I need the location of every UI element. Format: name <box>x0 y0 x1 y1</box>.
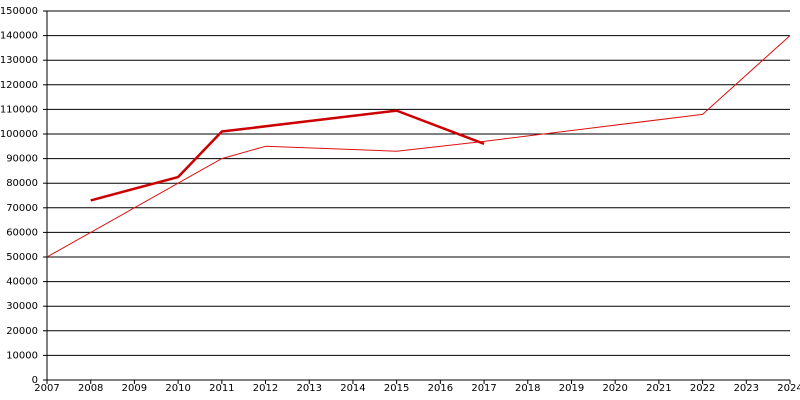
x-tick-label: 2021 <box>646 383 671 394</box>
y-tick-label: 30000 <box>6 301 38 312</box>
y-tick-label: 0 <box>32 375 38 386</box>
x-tick-label: 2011 <box>209 383 234 394</box>
y-tick-label: 20000 <box>6 326 38 337</box>
y-tick-label: 70000 <box>6 203 38 214</box>
x-tick-label: 2016 <box>428 383 453 394</box>
y-tick-label: 100000 <box>0 129 38 140</box>
x-tick-label: 2024 <box>777 383 800 394</box>
x-tick-label: 2017 <box>471 383 496 394</box>
y-tick-label: 60000 <box>6 227 38 238</box>
y-tick-label: 130000 <box>0 55 38 66</box>
x-tick-label: 2013 <box>297 383 322 394</box>
y-tick-label: 80000 <box>6 178 38 189</box>
x-tick-label: 2009 <box>122 383 147 394</box>
y-tick-label: 150000 <box>0 6 38 17</box>
y-tick-label: 140000 <box>0 31 38 42</box>
x-tick-label: 2007 <box>34 383 59 394</box>
x-tick-label: 2008 <box>78 383 103 394</box>
y-tick-label: 40000 <box>6 277 38 288</box>
y-tick-label: 90000 <box>6 154 38 165</box>
series-line <box>90 109 485 202</box>
x-tick-label: 2010 <box>165 383 190 394</box>
y-tick-label: 120000 <box>0 80 38 91</box>
series-line <box>46 35 791 258</box>
x-tick-label: 2022 <box>690 383 715 394</box>
x-tick-label: 2018 <box>515 383 540 394</box>
x-tick-label: 2014 <box>340 383 365 394</box>
x-tick-label: 2019 <box>559 383 584 394</box>
y-tick-label: 110000 <box>0 104 38 115</box>
x-tick-label: 2020 <box>602 383 627 394</box>
y-tick-label: 50000 <box>6 252 38 263</box>
x-tick-label: 2015 <box>384 383 409 394</box>
y-tick-label: 10000 <box>6 350 38 361</box>
x-tick-label: 2023 <box>734 383 759 394</box>
x-tick-label: 2012 <box>253 383 278 394</box>
